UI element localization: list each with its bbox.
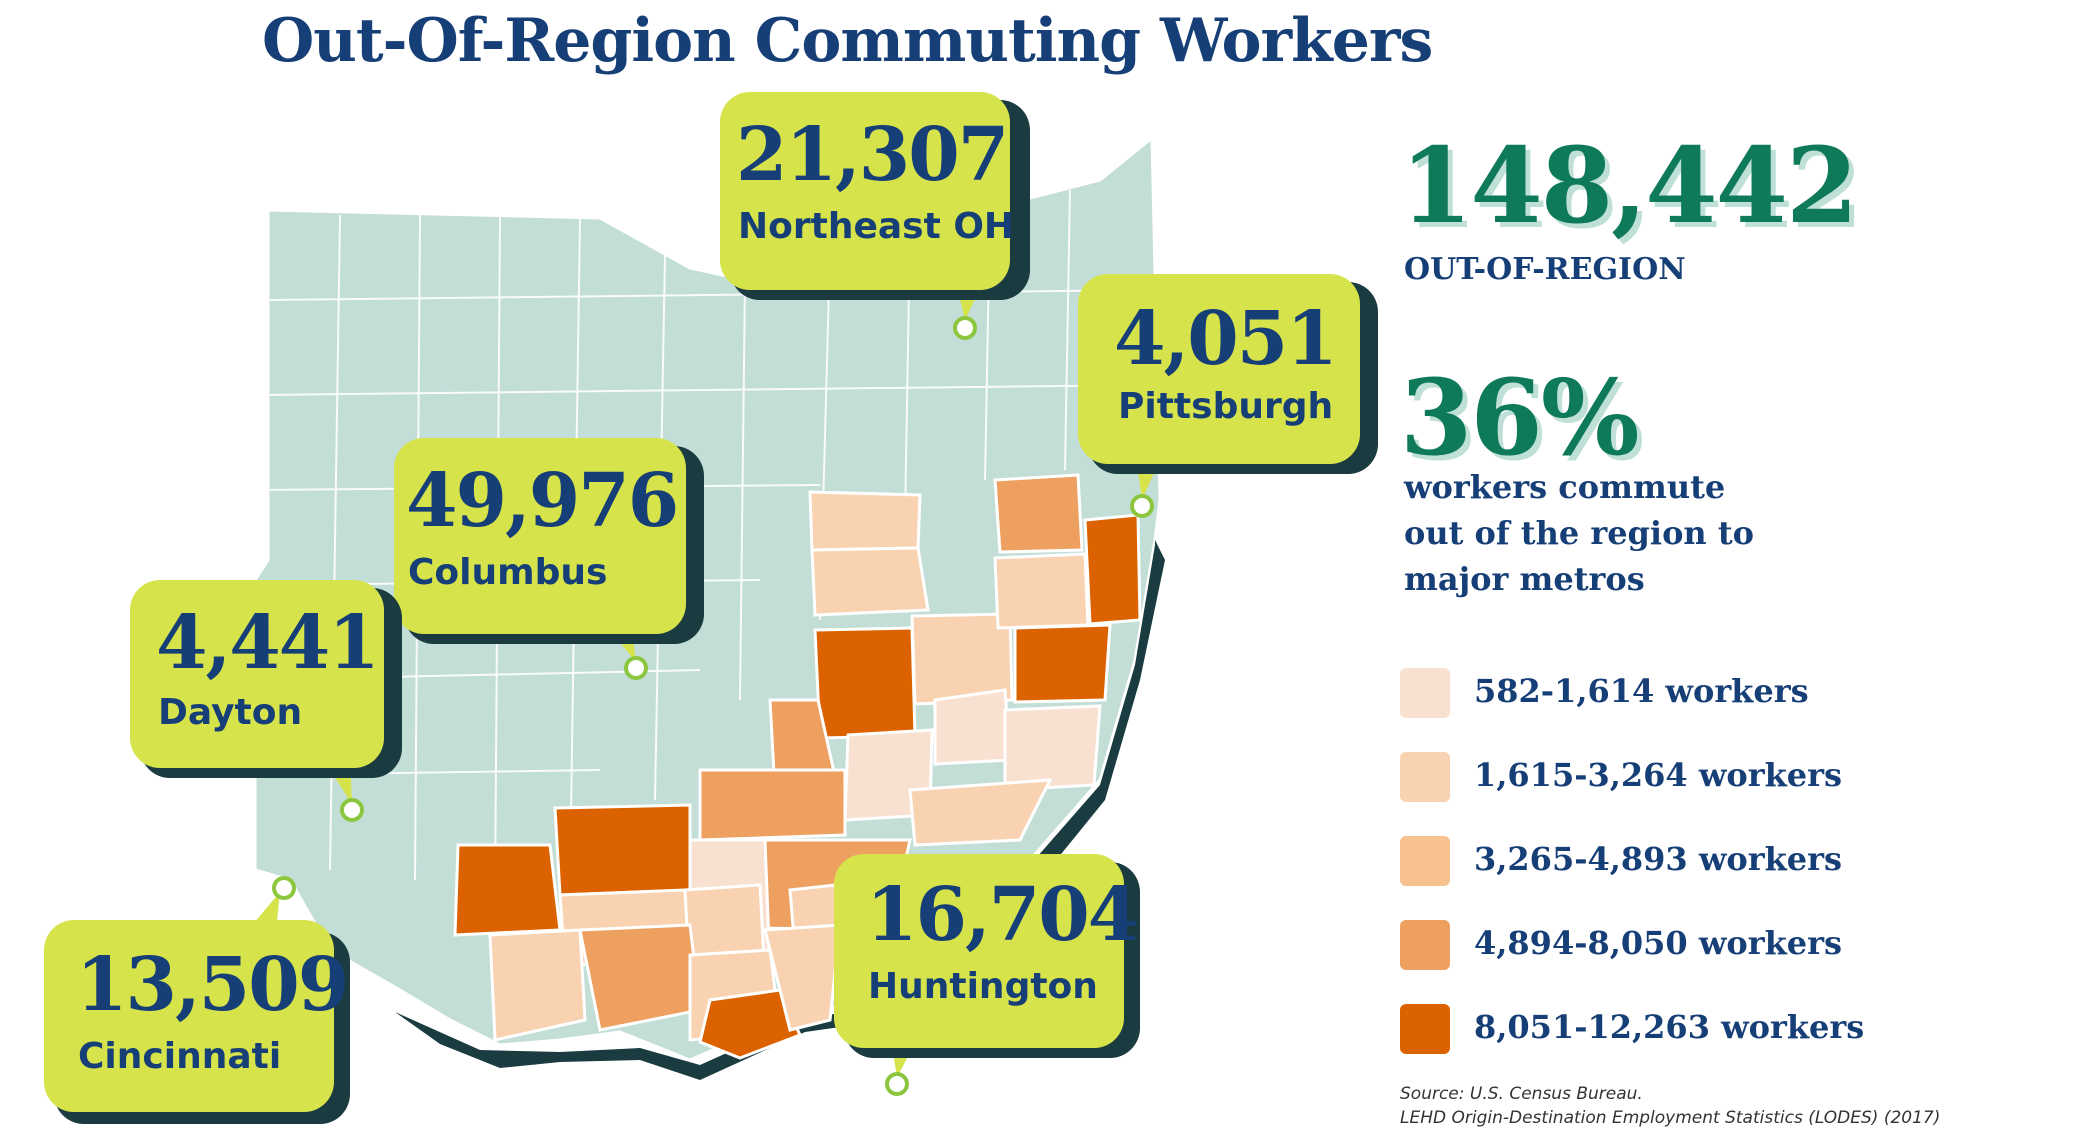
legend-label: 582-1,614 workers bbox=[1474, 672, 1809, 710]
shaded-county bbox=[933, 688, 1012, 766]
shaded-county bbox=[813, 626, 917, 740]
shaded-county bbox=[553, 803, 692, 897]
percent-value: 36% bbox=[1400, 356, 1640, 479]
shaded-county bbox=[578, 923, 702, 1032]
location-marker-icon bbox=[1130, 494, 1154, 518]
percent-description-line: major metros bbox=[1404, 560, 1645, 598]
callout-city: Cincinnati bbox=[78, 1036, 282, 1077]
legend-swatch bbox=[1400, 752, 1450, 802]
legend-label: 1,615-3,264 workers bbox=[1474, 756, 1842, 794]
callout-value: 49,976 bbox=[406, 458, 679, 544]
callout-value: 13,509 bbox=[76, 942, 349, 1028]
source-line: Source: U.S. Census Bureau. bbox=[1400, 1084, 1643, 1104]
source-line: LEHD Origin-Destination Employment Stati… bbox=[1400, 1108, 1941, 1128]
location-marker-icon bbox=[953, 316, 977, 340]
callout-city: Pittsburgh bbox=[1118, 386, 1334, 427]
shaded-county bbox=[1003, 704, 1102, 792]
callout-city: Dayton bbox=[158, 692, 303, 733]
location-marker-icon bbox=[885, 1072, 909, 1096]
legend-swatch bbox=[1400, 1004, 1450, 1054]
shaded-county bbox=[488, 928, 587, 1042]
legend-item: 4,894-8,050 workers bbox=[1400, 920, 2084, 974]
legend-item: 8,051-12,263 workers bbox=[1400, 1004, 2084, 1058]
shaded-county bbox=[993, 552, 1090, 630]
callout-city: Northeast OH bbox=[738, 206, 1015, 247]
shaded-county bbox=[908, 778, 1053, 847]
legend-item: 3,265-4,893 workers bbox=[1400, 836, 2084, 890]
shaded-county bbox=[1013, 623, 1112, 704]
percent-description-line: workers commute bbox=[1404, 468, 1726, 506]
location-marker-icon bbox=[272, 876, 296, 900]
map-title: Out-Of-Region Commuting Workers bbox=[262, 6, 1433, 76]
total-out-of-region-label: OUT-OF-REGION bbox=[1404, 252, 1686, 287]
callout-city: Huntington bbox=[868, 966, 1098, 1007]
legend-item: 582-1,614 workers bbox=[1400, 668, 2084, 722]
legend-label: 4,894-8,050 workers bbox=[1474, 924, 1842, 962]
shaded-county bbox=[698, 768, 847, 842]
legend-item: 1,615-3,264 workers bbox=[1400, 752, 2084, 806]
callout-value: 16,704 bbox=[866, 872, 1139, 958]
callout-value: 21,307 bbox=[736, 112, 1009, 198]
percent-description-line: out of the region to bbox=[1404, 514, 1754, 552]
shaded-county bbox=[808, 490, 922, 552]
legend-swatch bbox=[1400, 920, 1450, 970]
shaded-county bbox=[763, 923, 842, 1032]
legend-label: 3,265-4,893 workers bbox=[1474, 840, 1842, 878]
callout-city: Columbus bbox=[408, 552, 608, 593]
location-marker-icon bbox=[624, 656, 648, 680]
shaded-county bbox=[993, 473, 1084, 554]
shaded-county bbox=[698, 988, 803, 1060]
legend-label: 8,051-12,263 workers bbox=[1474, 1008, 1865, 1046]
shaded-county bbox=[910, 612, 1014, 706]
shaded-county bbox=[810, 546, 930, 617]
source-note: Source: U.S. Census Bureau. LEHD Origin-… bbox=[1400, 1082, 1940, 1130]
shaded-county bbox=[453, 843, 562, 937]
legend-swatch bbox=[1400, 668, 1450, 718]
total-out-of-region-value: 148,442 bbox=[1400, 124, 1858, 247]
callout-value: 4,051 bbox=[1114, 296, 1338, 382]
callout-value: 4,441 bbox=[156, 600, 380, 686]
shaded-county bbox=[1083, 513, 1142, 626]
legend-swatch bbox=[1400, 836, 1450, 886]
location-marker-icon bbox=[340, 798, 364, 822]
